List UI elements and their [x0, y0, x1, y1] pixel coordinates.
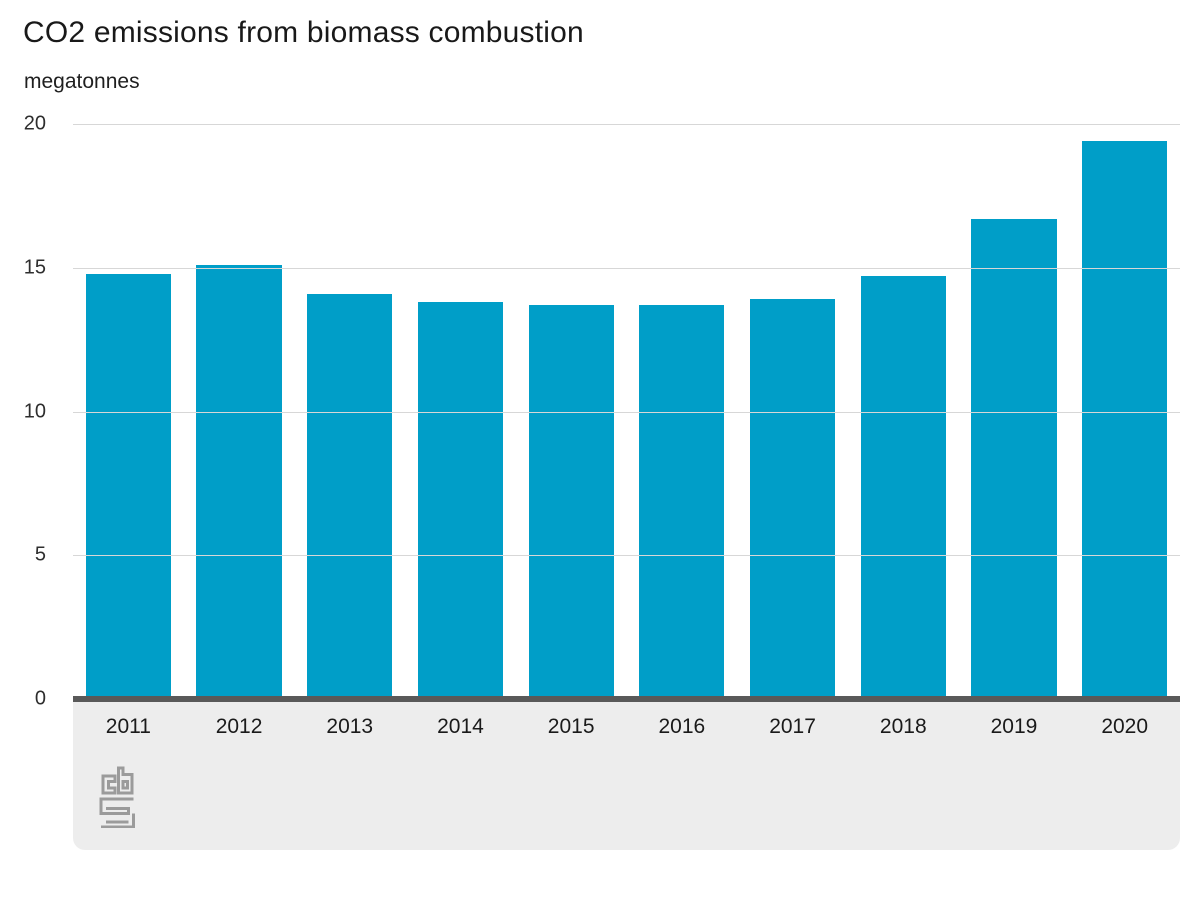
bar-slot	[73, 124, 184, 699]
y-axis: 20 15 10 5 0	[0, 113, 46, 710]
plot-area	[73, 124, 1180, 702]
x-tick-label: 2019	[990, 715, 1038, 738]
bar-2011[interactable]	[85, 273, 171, 699]
bar-2014[interactable]	[417, 302, 504, 699]
bar-2018[interactable]	[860, 276, 946, 699]
bar-slot	[184, 124, 295, 699]
bar-2017[interactable]	[749, 299, 836, 699]
bar-slot	[405, 124, 516, 699]
x-tick-label: 2011	[105, 715, 151, 738]
x-tick-label: 2013	[326, 715, 374, 738]
x-axis-baseline	[73, 696, 1180, 702]
bar-slot	[737, 124, 848, 699]
x-tick-label: 2018	[879, 715, 927, 738]
x-tick-label: 2014	[437, 715, 484, 738]
x-tick-label: 2016	[658, 715, 706, 738]
bar-2019[interactable]	[971, 218, 1057, 699]
bar-2015[interactable]	[528, 305, 614, 699]
gridline	[73, 555, 1180, 557]
y-tick-label: 15	[23, 256, 46, 279]
bar-slot	[627, 124, 738, 699]
bar-row	[73, 124, 1180, 699]
gridline	[73, 124, 1180, 125]
x-tick-label: 2015	[547, 715, 595, 738]
y-tick-label: 20	[23, 112, 46, 135]
chart-subtitle: megatonnes	[24, 70, 140, 93]
x-tick-label: 2012	[215, 715, 263, 738]
x-tick-label: 2020	[1101, 715, 1149, 738]
chart-title: CO2 emissions from biomass combustion	[23, 16, 584, 49]
chart-footer: 2011 2012 2013 2014 2015 2016 2017 2018 2019 2020	[73, 702, 1180, 850]
bar-2013[interactable]	[307, 293, 393, 699]
x-axis: 2011 2012 2013 2014 2015 2016 2017 2018 2019 2020	[73, 715, 1180, 739]
bar-slot	[294, 124, 405, 699]
x-tick-label: 2017	[769, 715, 816, 738]
y-tick-label: 5	[34, 543, 46, 566]
bar-slot	[959, 124, 1070, 699]
gridline	[73, 267, 1180, 269]
bar-2020[interactable]	[1082, 141, 1168, 699]
bar-slot	[516, 124, 627, 699]
bar-2016[interactable]	[639, 305, 725, 699]
bar-slot	[848, 124, 959, 699]
cbs-logo	[99, 766, 135, 828]
y-tick-label: 0	[34, 687, 46, 710]
bar-slot	[1069, 124, 1180, 699]
bar-2012[interactable]	[196, 264, 282, 699]
gridline	[73, 411, 1180, 413]
y-tick-label: 10	[23, 400, 46, 422]
